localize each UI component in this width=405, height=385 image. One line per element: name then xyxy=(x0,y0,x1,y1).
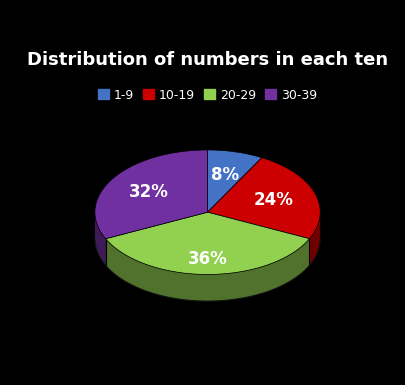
Text: 36%: 36% xyxy=(188,250,228,268)
Polygon shape xyxy=(106,239,309,301)
Polygon shape xyxy=(207,158,320,239)
Polygon shape xyxy=(309,212,320,265)
Polygon shape xyxy=(95,150,207,239)
Text: 8%: 8% xyxy=(211,166,239,184)
Text: 24%: 24% xyxy=(254,191,294,209)
Text: 32%: 32% xyxy=(129,182,168,201)
Polygon shape xyxy=(95,213,106,265)
Text: Distribution of numbers in each ten: Distribution of numbers in each ten xyxy=(27,51,388,69)
Polygon shape xyxy=(106,212,309,275)
Legend: 1-9, 10-19, 20-29, 30-39: 1-9, 10-19, 20-29, 30-39 xyxy=(93,84,322,107)
Polygon shape xyxy=(207,150,262,212)
